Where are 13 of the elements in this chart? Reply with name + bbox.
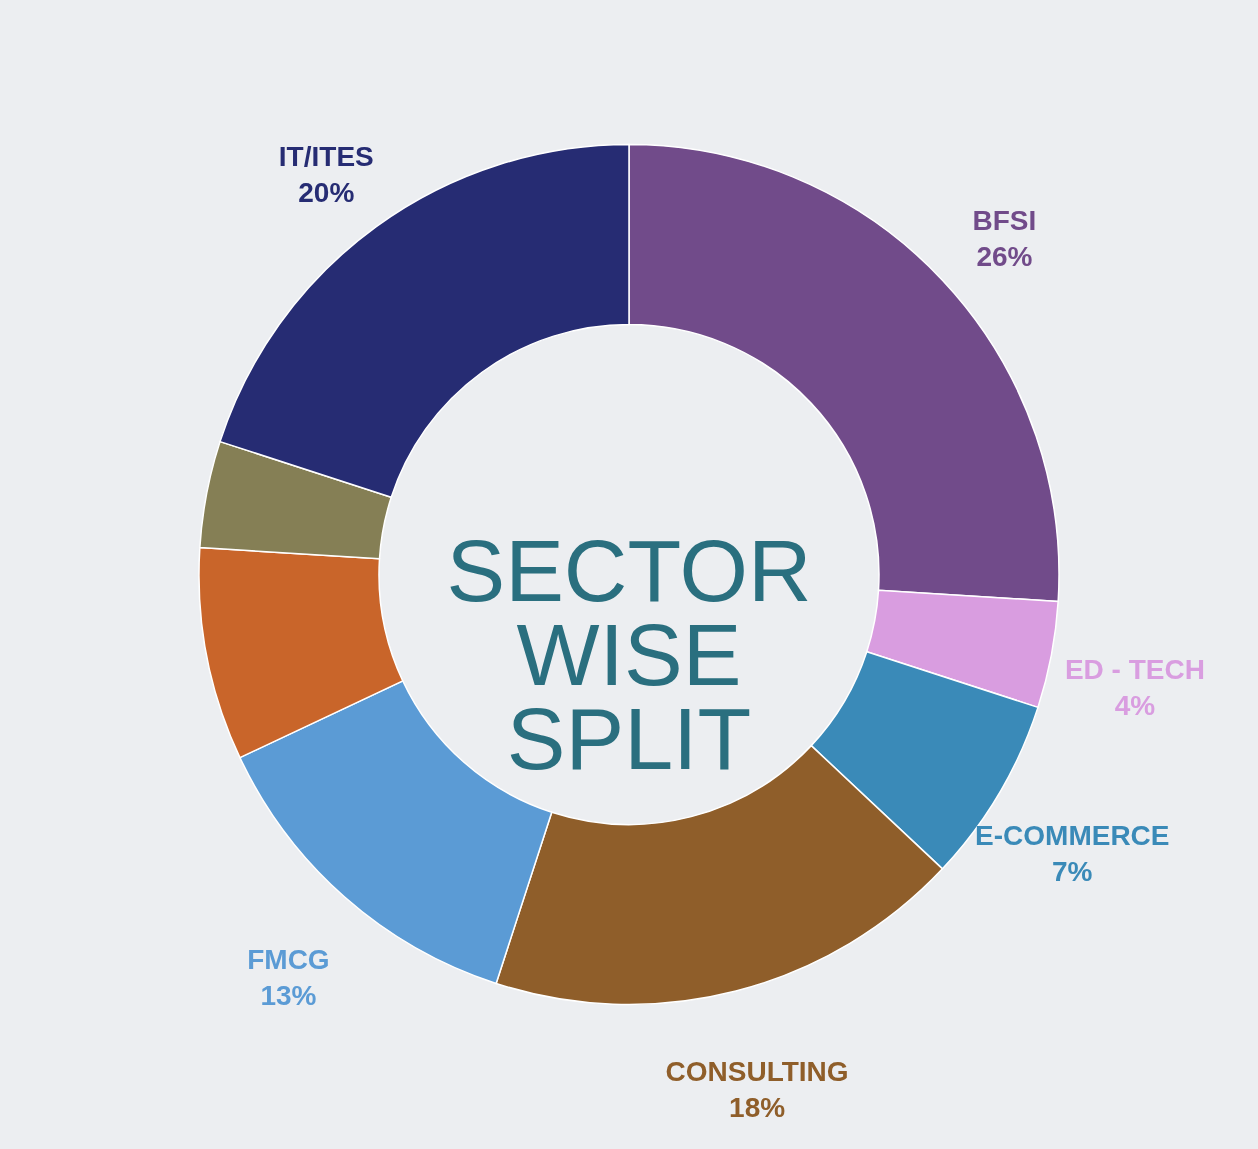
data-label: 7% bbox=[1052, 855, 1093, 887]
slice-label: IT/ITES bbox=[278, 140, 374, 172]
data-label: 20% bbox=[298, 176, 355, 208]
text: SECTOR WISE SPLIT bbox=[446, 520, 812, 788]
slice-label: ED - TECH bbox=[1064, 654, 1205, 685]
slice-label: E-COMMERCE bbox=[975, 819, 1170, 851]
data-label: 13% bbox=[260, 979, 317, 1011]
slice-label: CONSULTING bbox=[665, 1056, 849, 1088]
data-label: 4% bbox=[1114, 690, 1156, 721]
data-label: 26% bbox=[976, 240, 1033, 272]
data-label: 18% bbox=[729, 1092, 786, 1124]
slice-label: FMCG bbox=[247, 943, 330, 975]
slice-label: BFSI bbox=[972, 204, 1037, 236]
